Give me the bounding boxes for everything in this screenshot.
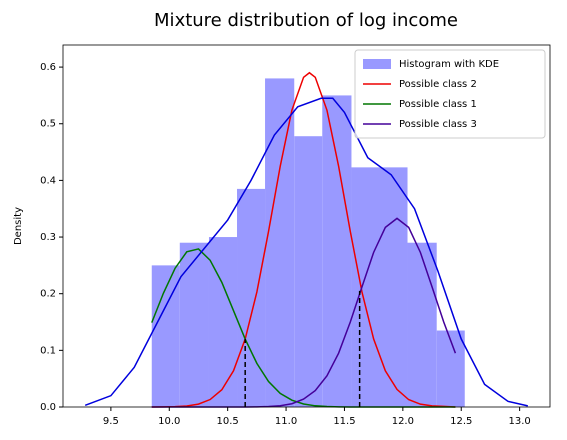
legend-swatch bbox=[363, 59, 391, 69]
histogram-bar bbox=[208, 237, 238, 407]
plot-frame bbox=[62, 44, 551, 408]
x-tick-label: 10.0 bbox=[158, 416, 180, 427]
histogram-bar bbox=[237, 188, 266, 407]
histogram-bar bbox=[436, 330, 465, 407]
x-tick-label: 12.5 bbox=[450, 416, 472, 427]
x-tick-label: 11.0 bbox=[275, 416, 297, 427]
legend-label: Possible class 2 bbox=[399, 79, 477, 90]
kde-line bbox=[84, 97, 528, 407]
y-axis-label: Density bbox=[13, 207, 24, 245]
histogram-bar bbox=[407, 242, 437, 407]
x-tick-label: 12.0 bbox=[392, 416, 414, 427]
x-tick-label: 10.5 bbox=[217, 416, 239, 427]
x-tick-label: 13.0 bbox=[509, 416, 531, 427]
x-tick-label: 9.5 bbox=[103, 416, 119, 427]
x-tick-label: 11.5 bbox=[333, 416, 355, 427]
histogram-bar bbox=[379, 167, 408, 407]
y-tick-label: 0.2 bbox=[40, 289, 56, 300]
y-tick-label: 0.1 bbox=[40, 345, 56, 356]
y-tick-label: 0.6 bbox=[40, 62, 56, 73]
y-tick-label: 0.3 bbox=[40, 232, 56, 243]
histogram-bar bbox=[322, 95, 352, 407]
histogram-bar bbox=[179, 242, 209, 407]
legend-label: Possible class 3 bbox=[399, 119, 477, 130]
component-line bbox=[151, 71, 456, 408]
y-tick-label: 0.5 bbox=[40, 119, 56, 130]
y-tick-label: 0.0 bbox=[40, 402, 56, 413]
histogram-bar bbox=[351, 167, 380, 407]
chart-title: Mixture distribution of log income bbox=[154, 10, 458, 31]
legend bbox=[354, 49, 546, 139]
histogram-bar bbox=[294, 136, 323, 408]
legend-label: Histogram with KDE bbox=[399, 59, 499, 70]
histogram-bar bbox=[265, 78, 295, 407]
y-tick-label: 0.4 bbox=[40, 175, 56, 186]
legend-label: Possible class 1 bbox=[399, 99, 477, 110]
